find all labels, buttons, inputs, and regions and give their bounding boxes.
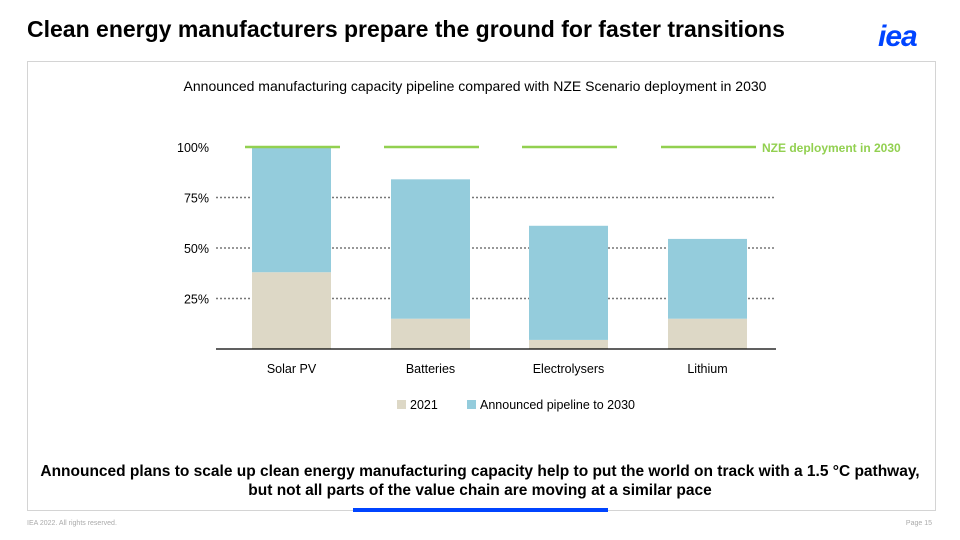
accent-bar xyxy=(353,508,608,512)
chart-title: Announced manufacturing capacity pipelin… xyxy=(184,78,767,94)
bar-2021 xyxy=(391,318,470,349)
legend-swatch-pipeline xyxy=(467,400,476,409)
x-tick-label: Lithium xyxy=(687,362,727,376)
legend-swatch-2021 xyxy=(397,400,406,409)
conclusion-text: Announced plans to scale up clean energy… xyxy=(40,463,920,499)
page-title: Clean energy manufacturers prepare the g… xyxy=(27,16,785,42)
iea-logo: iea xyxy=(878,20,918,53)
nze-label: NZE deployment in 2030 xyxy=(762,141,901,155)
copyright: IEA 2022. All rights reserved. xyxy=(27,520,117,527)
page-number: Page 15 xyxy=(905,520,932,527)
bar-pipeline xyxy=(252,147,331,273)
x-tick-label: Electrolysers xyxy=(533,362,605,376)
y-tick-label: 50% xyxy=(184,242,209,256)
bar-pipeline xyxy=(668,238,747,319)
y-tick-label: 25% xyxy=(184,293,209,307)
legend-label-2021: 2021 xyxy=(410,398,438,412)
bar-2021 xyxy=(252,272,331,349)
bar-2021 xyxy=(529,339,608,349)
x-tick-label: Batteries xyxy=(406,362,455,376)
bar-pipeline xyxy=(529,225,608,340)
bar-pipeline xyxy=(391,179,470,319)
y-tick-label: 75% xyxy=(184,192,209,206)
legend-label-pipeline: Announced pipeline to 2030 xyxy=(480,398,635,412)
y-tick-label: 100% xyxy=(177,141,209,155)
bar-2021 xyxy=(668,318,747,349)
x-tick-label: Solar PV xyxy=(267,362,317,376)
